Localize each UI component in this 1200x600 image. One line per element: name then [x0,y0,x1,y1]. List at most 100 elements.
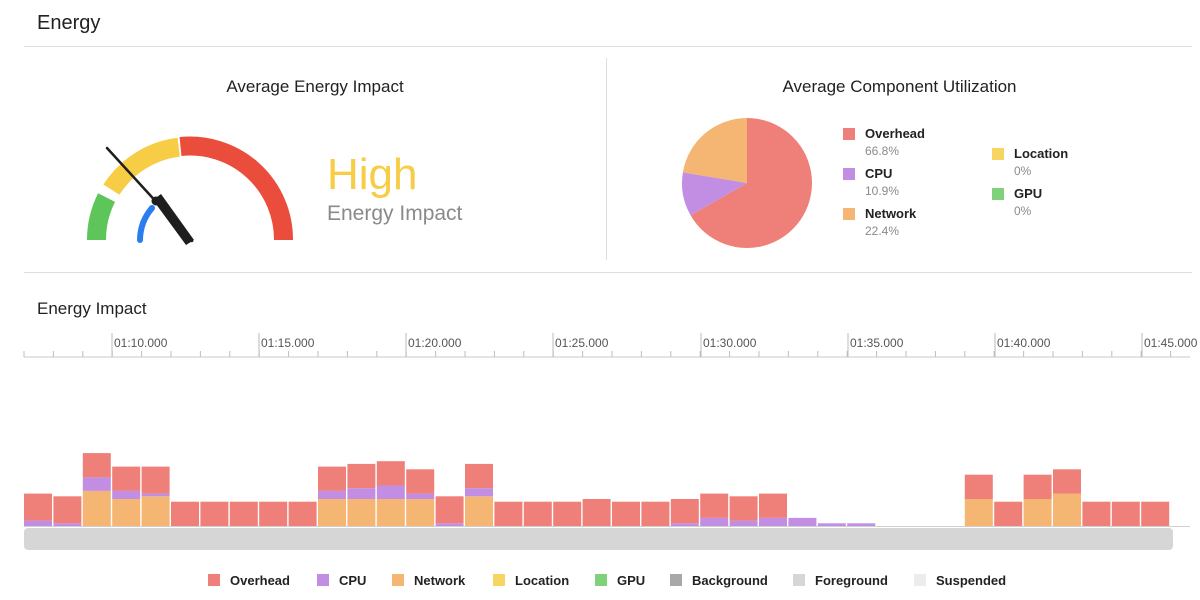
tick-group: 01:35.000 [847,333,904,357]
location-swatch [992,148,1004,160]
bar-cpu [435,523,464,526]
bar-overhead [1023,474,1052,499]
bar-cpu [141,493,170,497]
component-utilization-title: Average Component Utilization [782,77,1017,96]
bar-network [318,499,346,526]
energy-level: High [327,150,418,199]
bar-overhead [1111,501,1140,526]
bottom-legend: Overhead CPU Network Location GPU Backgr… [0,572,1200,592]
bar-network [141,496,170,526]
legend-label: CPU [339,573,367,588]
bar-overhead [200,501,229,526]
bar-cpu [847,523,876,526]
util-legend-label: CPU [865,166,893,181]
tick-group: 01:20.000 [405,333,462,357]
bar-overhead [523,501,552,526]
bar-network [376,499,405,526]
util-legend-percent: 22.4% [865,224,900,238]
background-swatch [670,574,682,586]
network-swatch [843,208,855,220]
bar-overhead [229,501,258,526]
util-legend-percent: 0% [1014,204,1032,218]
energy-level-subtitle: Energy Impact [327,202,463,225]
legend-label: Background [692,573,768,588]
average-energy-impact-title: Average Energy Impact [226,77,404,96]
overhead-swatch [208,574,220,586]
bar-overhead [1053,469,1081,494]
bar-cpu [318,490,346,499]
bar-cpu [24,520,52,526]
network-swatch [392,574,404,586]
tick-label: 01:25.000 [555,336,609,350]
util-legend-label: Network [865,206,917,221]
overhead-swatch [843,128,855,140]
tick-label: 01:45.000 [1144,336,1198,350]
pie-slice-network [682,118,747,183]
bar-overhead [1141,501,1170,526]
bar-overhead [553,501,582,526]
bar-overhead [612,501,640,526]
util-legend-label: GPU [1014,186,1043,201]
bar-cpu [465,488,493,497]
bar-overhead [641,501,670,526]
tick-group: 01:30.000 [700,333,757,357]
bar-cpu [670,523,699,526]
tick-label: 01:10.000 [114,336,168,350]
gauge-needle [153,194,194,245]
bar-network [964,499,993,526]
section-divider [606,58,607,260]
tick-group: 01:10.000 [111,333,168,357]
bar-cpu [700,517,729,526]
util-legend-percent: 66.8% [865,144,900,158]
tick-group: 01:15.000 [258,333,315,357]
bar-overhead [347,463,376,489]
bar-cpu [817,523,846,526]
tick-label: 01:35.000 [850,336,904,350]
gpu-swatch [595,574,607,586]
bar-overhead [964,474,993,499]
bar-overhead [729,496,758,521]
bar-overhead [465,463,493,489]
bar-overhead [376,461,405,486]
bar-overhead [288,501,317,526]
major-ticks: 01:10.000 01:15.000 01:20.000 01:25.000 … [111,333,1198,357]
bar-cpu [347,488,376,499]
legend-label: Location [515,573,570,588]
gauge-current-indicator [137,205,155,243]
legend-label: GPU [617,573,646,588]
page-title: Energy [37,12,101,34]
bar-overhead [700,493,729,518]
foreground-swatch [793,574,805,586]
legend-label: Foreground [815,573,888,588]
bar-cpu [112,490,141,499]
bar-network [406,499,435,526]
util-legend-label: Overhead [865,126,925,141]
bar-overhead [53,496,82,524]
bar-cpu [788,517,817,526]
minor-ticks [23,351,1172,357]
tick-group: 01:40.000 [994,333,1051,357]
pie-slice-overhead [690,118,812,248]
bar-overhead [406,469,435,494]
bar-cpu [376,485,405,499]
bar-cpu [406,493,435,499]
energy-impact-timeline[interactable]: 01:10.000 01:15.000 01:20.000 01:25.000 … [0,330,1200,560]
bar-cpu [759,517,787,526]
app-state-lane [24,528,1173,550]
bar-overhead [994,501,1023,526]
tick-label: 01:40.000 [997,336,1051,350]
legend-label: Network [414,573,466,588]
bar-overhead [141,466,170,494]
header-divider [24,46,1192,47]
bar-overhead [759,493,787,518]
bar-overhead [435,496,464,524]
energy-gauge [86,136,294,245]
gpu-swatch [992,188,1004,200]
bar-cpu [53,523,82,526]
gauge-needle-hub [151,196,161,206]
utilization-pie-chart [681,118,812,248]
bar-network [465,496,493,526]
gauge-segment-high [179,136,294,241]
bar-overhead [82,453,111,478]
tick-group: 01:25.000 [552,333,609,357]
